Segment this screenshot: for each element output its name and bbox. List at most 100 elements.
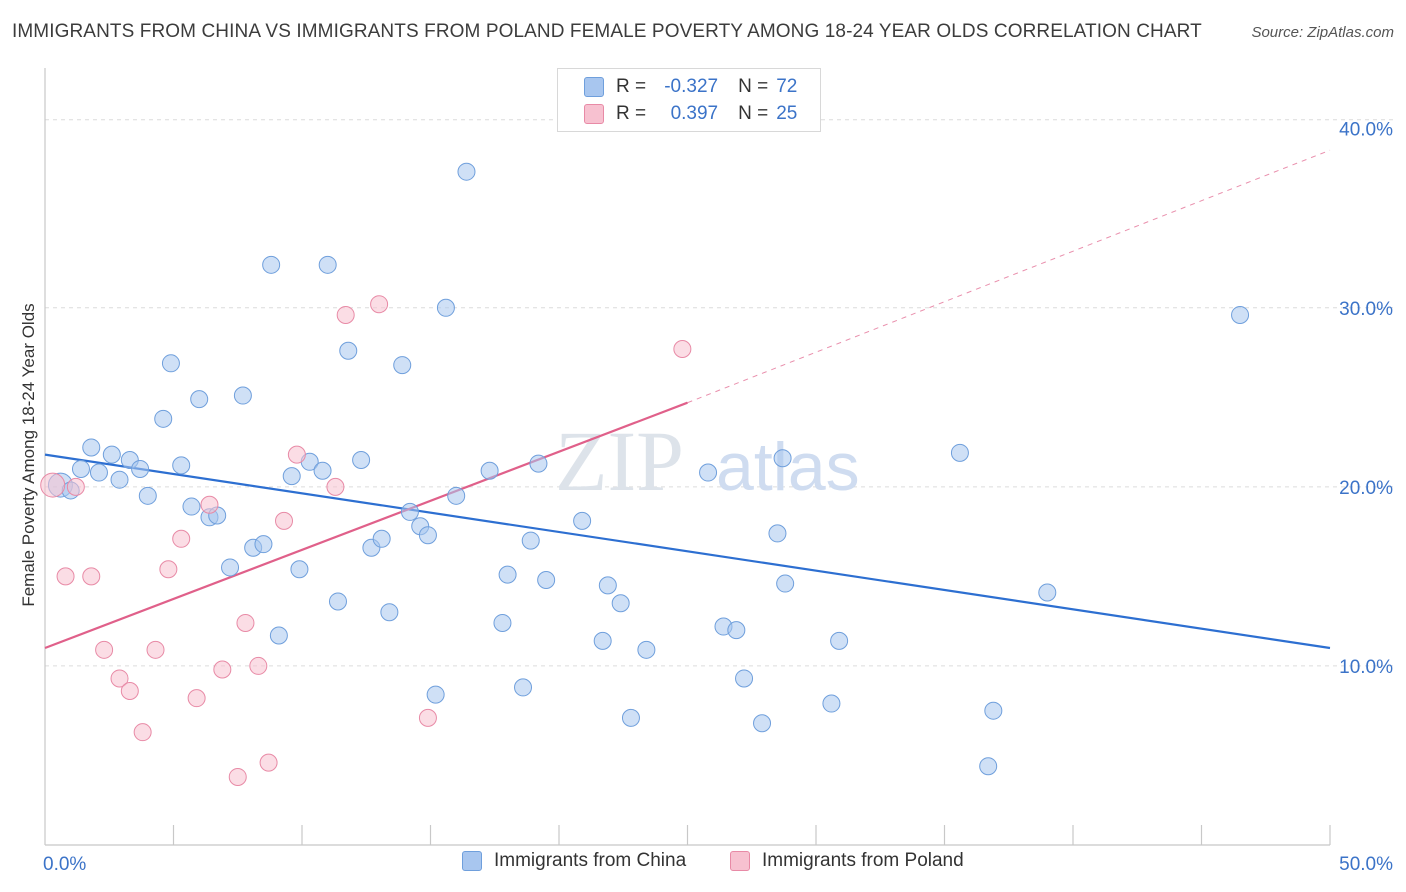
x-tick-label: 0.0%: [43, 854, 86, 875]
china-point: [457, 162, 476, 181]
poland-point: [200, 495, 219, 514]
china-point: [573, 511, 592, 530]
legend-item-china[interactable]: Immigrants from China: [462, 850, 686, 872]
poland-point: [370, 295, 389, 314]
r-value: 0.397: [670, 103, 719, 124]
legend-row-china: R = -0.327 N = 72: [584, 74, 797, 100]
china-point: [776, 574, 795, 593]
china-point: [282, 467, 301, 486]
trend-extension-1: [687, 149, 1331, 404]
china-point: [529, 454, 548, 473]
china-point: [950, 443, 969, 462]
poland-point: [56, 567, 75, 586]
y-tick-label: 10.0%: [1339, 657, 1393, 678]
poland-point: [40, 472, 66, 498]
poland-point: [159, 560, 178, 579]
poland-point: [236, 613, 255, 632]
legend-swatch-china: [584, 77, 604, 97]
china-point: [372, 529, 391, 548]
r-label: R =: [616, 103, 647, 124]
china-point: [493, 613, 512, 632]
china-point: [621, 708, 640, 727]
trend-lines: [44, 149, 1331, 650]
poland-point: [673, 339, 692, 358]
china-point: [254, 535, 273, 554]
data-points: [40, 162, 1250, 786]
china-point: [172, 456, 191, 475]
poland-point: [228, 767, 247, 786]
china-point: [773, 449, 792, 468]
poland-point: [110, 669, 129, 688]
china-point: [328, 592, 347, 611]
poland-point: [259, 753, 278, 772]
series-legend: Immigrants from China Immigrants from Po…: [0, 850, 1406, 878]
china-point: [514, 678, 533, 697]
china-point: [537, 570, 556, 589]
china-point: [131, 459, 150, 478]
china-point: [182, 497, 201, 516]
r-value: -0.327: [664, 76, 719, 97]
poland-point: [133, 723, 152, 742]
poland-point: [249, 656, 268, 675]
legend-item-poland[interactable]: Immigrants from Poland: [730, 850, 964, 872]
y-tick-label: 40.0%: [1339, 120, 1393, 141]
china-point: [138, 486, 157, 505]
x-tick-label: 50.0%: [1339, 854, 1393, 875]
china-point: [637, 640, 656, 659]
china-point: [979, 757, 998, 776]
legend-swatch-poland: [730, 851, 750, 871]
china-point: [753, 714, 772, 733]
china-point: [447, 486, 466, 505]
china-point: [269, 626, 288, 645]
china-point: [190, 390, 209, 409]
poland-point: [82, 567, 101, 586]
china-point: [380, 603, 399, 622]
y-axis-label: Female Poverty Among 18-24 Year Olds: [19, 303, 38, 606]
trend-line-1: [44, 401, 688, 650]
r-label: R =: [616, 76, 647, 97]
watermark-atlas: atlas: [716, 429, 860, 505]
china-point: [1231, 305, 1250, 324]
china-point: [699, 463, 718, 482]
legend-label-china: Immigrants from China: [494, 850, 687, 871]
legend-swatch-china: [462, 851, 482, 871]
china-point: [593, 631, 612, 650]
china-point: [89, 463, 108, 482]
n-value: 72: [776, 76, 798, 97]
china-point: [262, 255, 281, 274]
poland-point: [336, 305, 355, 324]
china-point: [71, 459, 90, 478]
china-point: [221, 558, 240, 577]
china-point: [1038, 583, 1057, 602]
poland-point: [213, 660, 232, 679]
watermark-zip: ZIP: [555, 413, 684, 509]
china-point: [498, 565, 517, 584]
china-point: [426, 685, 445, 704]
china-point: [400, 502, 419, 521]
china-point: [984, 701, 1003, 720]
poland-point: [418, 708, 437, 727]
n-label: N =: [738, 103, 769, 124]
n-label: N =: [738, 76, 769, 97]
source-credit: Source: ZipAtlas.com: [1251, 24, 1394, 41]
legend-label-poland: Immigrants from Poland: [762, 850, 964, 871]
china-point: [82, 438, 101, 457]
china-point: [598, 576, 617, 595]
y-tick-label: 30.0%: [1339, 299, 1393, 320]
poland-point: [95, 640, 114, 659]
n-value: 25: [776, 103, 798, 124]
china-point: [521, 531, 540, 550]
y-tick-label: 20.0%: [1339, 478, 1393, 499]
poland-point: [187, 689, 206, 708]
correlation-legend: R = -0.327 N = 72 R = 0.397 N = 25: [557, 68, 821, 132]
china-point: [102, 445, 121, 464]
china-point: [393, 356, 412, 375]
legend-swatch-poland: [584, 104, 604, 124]
china-point: [290, 560, 309, 579]
china-point: [161, 354, 180, 373]
poland-point: [120, 682, 139, 700]
poland-point: [287, 445, 306, 464]
poland-point: [172, 529, 191, 548]
china-point: [418, 526, 437, 545]
